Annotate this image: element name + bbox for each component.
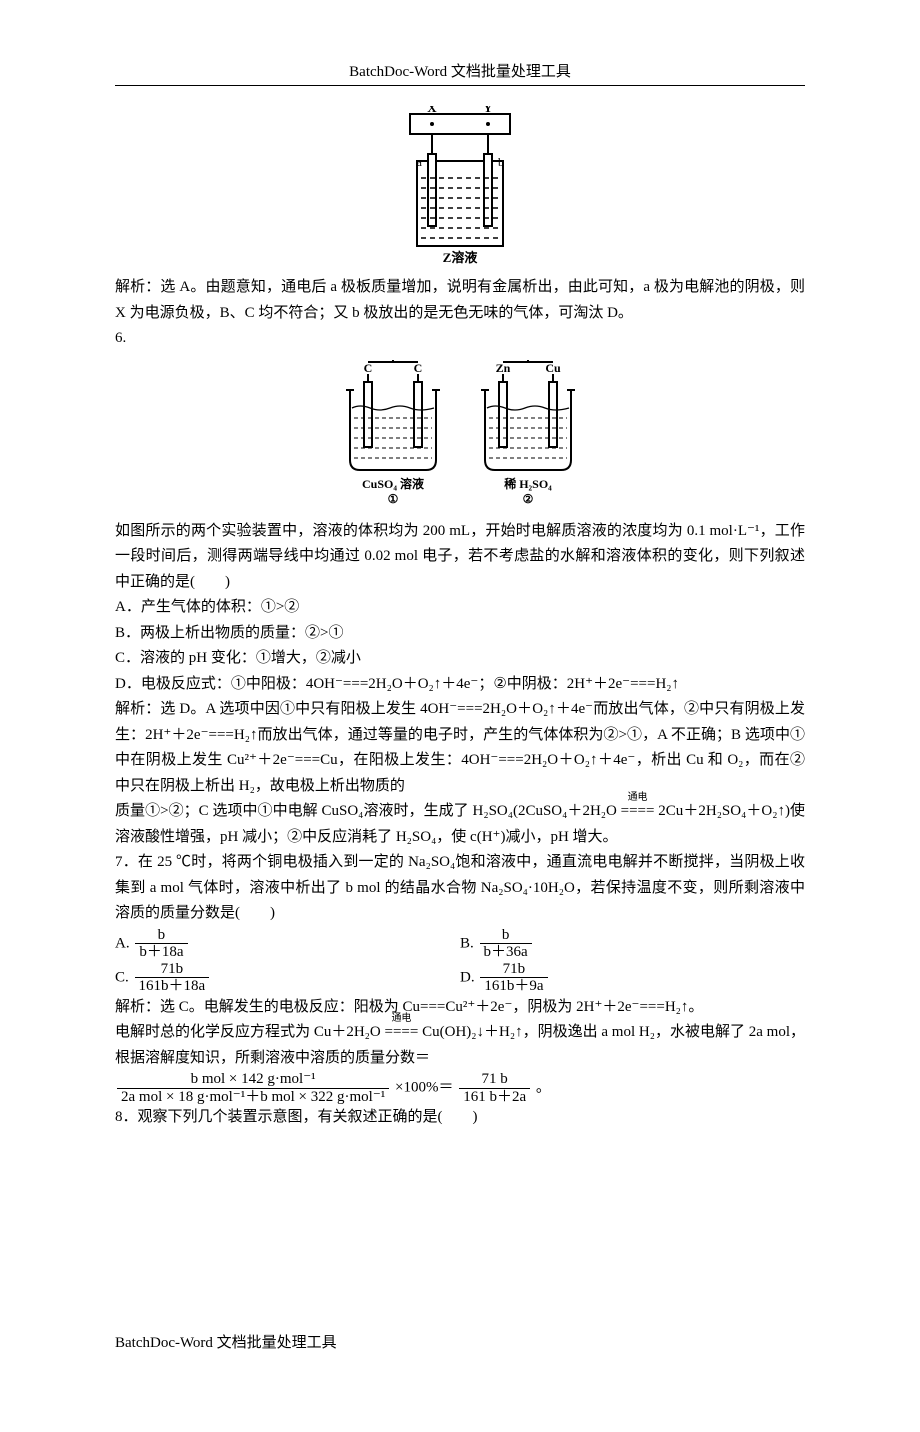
q7-options: A. b b＋18a B. b b＋36a C. 71b 161b＋18a D.… <box>115 927 805 995</box>
page-footer: BatchDoc-Word 文档批量处理工具 <box>115 1331 805 1352</box>
svg-text:C: C <box>364 361 373 375</box>
q6-a2-pre: 质量①>②；C 选项中①中电解 CuSO₄溶液时，生成了 H₂SO₄(2CuSO… <box>115 803 617 819</box>
footer-text: BatchDoc-Word 文档批量处理工具 <box>115 1335 337 1351</box>
fraction: 71b 161b＋9a <box>480 961 547 995</box>
q6-optB: B．两极上析出物质的质量：②>① <box>115 621 805 647</box>
svg-text:C: C <box>414 361 423 375</box>
fig1-caption: Z溶液 <box>443 250 478 265</box>
page-header: BatchDoc-Word 文档批量处理工具 <box>115 60 805 86</box>
small-fraction: 71 b 161 b＋2a <box>459 1071 530 1105</box>
q7-optC: C. 71b 161b＋18a <box>115 961 460 995</box>
q6-number: 6. <box>115 326 805 352</box>
q6-stem: 如图所示的两个实验装置中，溶液的体积均为 200 mL，开始时电解质溶液的浓度均… <box>115 519 805 596</box>
eq-arrow: 通电 ==== <box>385 1020 419 1046</box>
figure-q5: X Y a b Z溶液 <box>115 106 805 271</box>
svg-text:Zn: Zn <box>496 361 511 375</box>
terminal-y-label: Y <box>483 106 493 115</box>
q6-analysis2: 质量①>②；C 选项中①中电解 CuSO₄溶液时，生成了 H₂SO₄(2CuSO… <box>115 799 805 850</box>
page: BatchDoc-Word 文档批量处理工具 X Y a b <box>0 0 920 1432</box>
q5-analysis: 解析：选 A。由题意知，通电后 a 极板质量增加，说明有金属析出，由此可知，a … <box>115 275 805 326</box>
q7-optB: B. b b＋36a <box>460 927 805 961</box>
q6-optA: A．产生气体的体积：①>② <box>115 595 805 621</box>
q7-optA: A. b b＋18a <box>115 927 460 961</box>
fraction: b b＋36a <box>480 927 532 961</box>
q7-analysis-line1: 解析：选 C。电解发生的电极反应：阳极为 Cu===Cu²⁺＋2e⁻，阴极为 2… <box>115 995 805 1021</box>
big-fraction: b mol × 142 g·mol⁻¹ 2a mol × 18 g·mol⁻¹＋… <box>117 1071 389 1105</box>
fraction: 71b 161b＋18a <box>135 961 210 995</box>
q8-stem: 8．观察下列几个装置示意图，有关叙述正确的是( ) <box>115 1105 805 1131</box>
q7-optD: D. 71b 161b＋9a <box>460 961 805 995</box>
svg-text:Cu: Cu <box>545 361 561 375</box>
svg-text:①: ① <box>388 492 399 506</box>
q6-optD: D．电极反应式：①中阳极：4OH⁻===2H₂O＋O₂↑＋4e⁻；②中阴极：2H… <box>115 672 805 698</box>
electrode-a-label: a <box>417 155 423 169</box>
svg-text:稀 H₂SO₄: 稀 H₂SO₄ <box>504 476 552 491</box>
terminal-x-label: X <box>427 106 437 115</box>
electrolysis-cell-svg: X Y a b Z溶液 <box>385 106 535 266</box>
q7-analysis-line2: 电解时总的化学反应方程式为 Cu＋2H₂O 通电 ==== Cu(OH)₂↓＋H… <box>115 1020 805 1071</box>
eq-arrow: 通电 ==== <box>621 799 655 825</box>
q7-stem: 7．在 25 ℃时，将两个铜电极插入到一定的 Na₂SO₄饱和溶液中，通直流电电… <box>115 850 805 927</box>
two-beaker-svg: C C <box>330 360 590 510</box>
header-title: BatchDoc-Word 文档批量处理工具 <box>349 64 571 80</box>
q6-analysis1: 解析：选 D。A 选项中因①中只有阳极上发生 4OH⁻===2H₂O＋O₂↑＋4… <box>115 697 805 799</box>
q6-optC: C．溶液的 pH 变化：①增大，②减小 <box>115 646 805 672</box>
figure-q6: C C <box>115 360 805 515</box>
q7-frac-line: b mol × 142 g·mol⁻¹ 2a mol × 18 g·mol⁻¹＋… <box>115 1071 805 1105</box>
fraction: b b＋18a <box>135 927 187 961</box>
svg-text:②: ② <box>523 492 534 506</box>
svg-text:CuSO₄ 溶液: CuSO₄ 溶液 <box>362 476 424 491</box>
electrode-b-label: b <box>498 155 504 169</box>
